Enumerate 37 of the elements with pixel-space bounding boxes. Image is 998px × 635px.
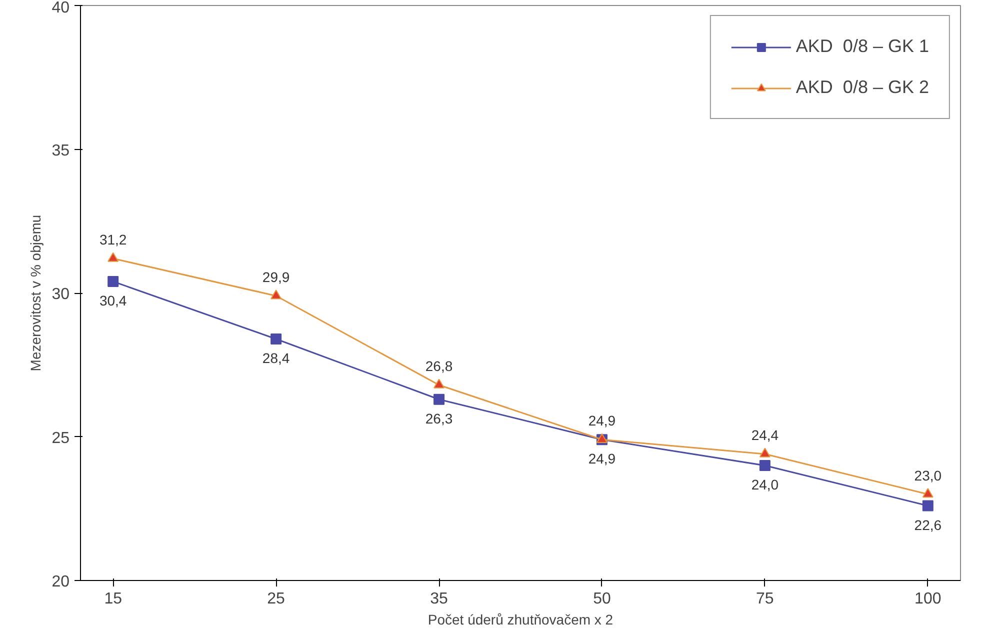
data-label: 31,2 xyxy=(99,232,127,248)
point xyxy=(434,394,445,405)
legend-label: AKD 0/8 – GK 2 xyxy=(796,77,929,98)
y-tick-label: 25 xyxy=(52,430,70,447)
data-label: 23,0 xyxy=(914,467,942,484)
point xyxy=(922,500,934,512)
x-tick-label: 100 xyxy=(914,590,942,608)
point xyxy=(759,460,770,471)
point xyxy=(270,290,282,300)
y-tick-label: 35 xyxy=(52,142,70,160)
data-label: 24,0 xyxy=(751,476,779,492)
data-label: 22,6 xyxy=(914,516,942,533)
x-tick-label: 75 xyxy=(756,590,774,608)
data-label: 24,9 xyxy=(588,450,616,467)
point xyxy=(108,276,119,287)
data-label: 26,8 xyxy=(425,358,453,374)
y-tick-label: 20 xyxy=(52,574,70,590)
y-axis-title: Mezerovitost v % objemu xyxy=(28,214,44,372)
x-axis-title: Počet úderů zhutňovačem x 2 xyxy=(428,612,614,628)
y-tick-label: 30 xyxy=(52,286,70,303)
x-tick-label: 35 xyxy=(430,590,448,608)
x-tick-label: 25 xyxy=(267,590,286,608)
data-label: 24,9 xyxy=(588,412,616,429)
data-label: 29,9 xyxy=(262,268,290,285)
point xyxy=(434,378,445,388)
point xyxy=(270,334,282,344)
legend-label: AKD 0/8 – GK 1 xyxy=(796,36,929,57)
point xyxy=(759,448,770,458)
point xyxy=(922,488,934,498)
x-tick-label: 50 xyxy=(593,590,611,608)
y-tick-label: 40 xyxy=(52,0,70,16)
point xyxy=(108,252,119,262)
data-label: 26,3 xyxy=(425,410,453,426)
data-label: 24,4 xyxy=(751,427,779,443)
data-label: 30,4 xyxy=(99,292,127,308)
x-tick-label: 15 xyxy=(104,590,122,608)
data-label: 28,4 xyxy=(262,350,290,366)
